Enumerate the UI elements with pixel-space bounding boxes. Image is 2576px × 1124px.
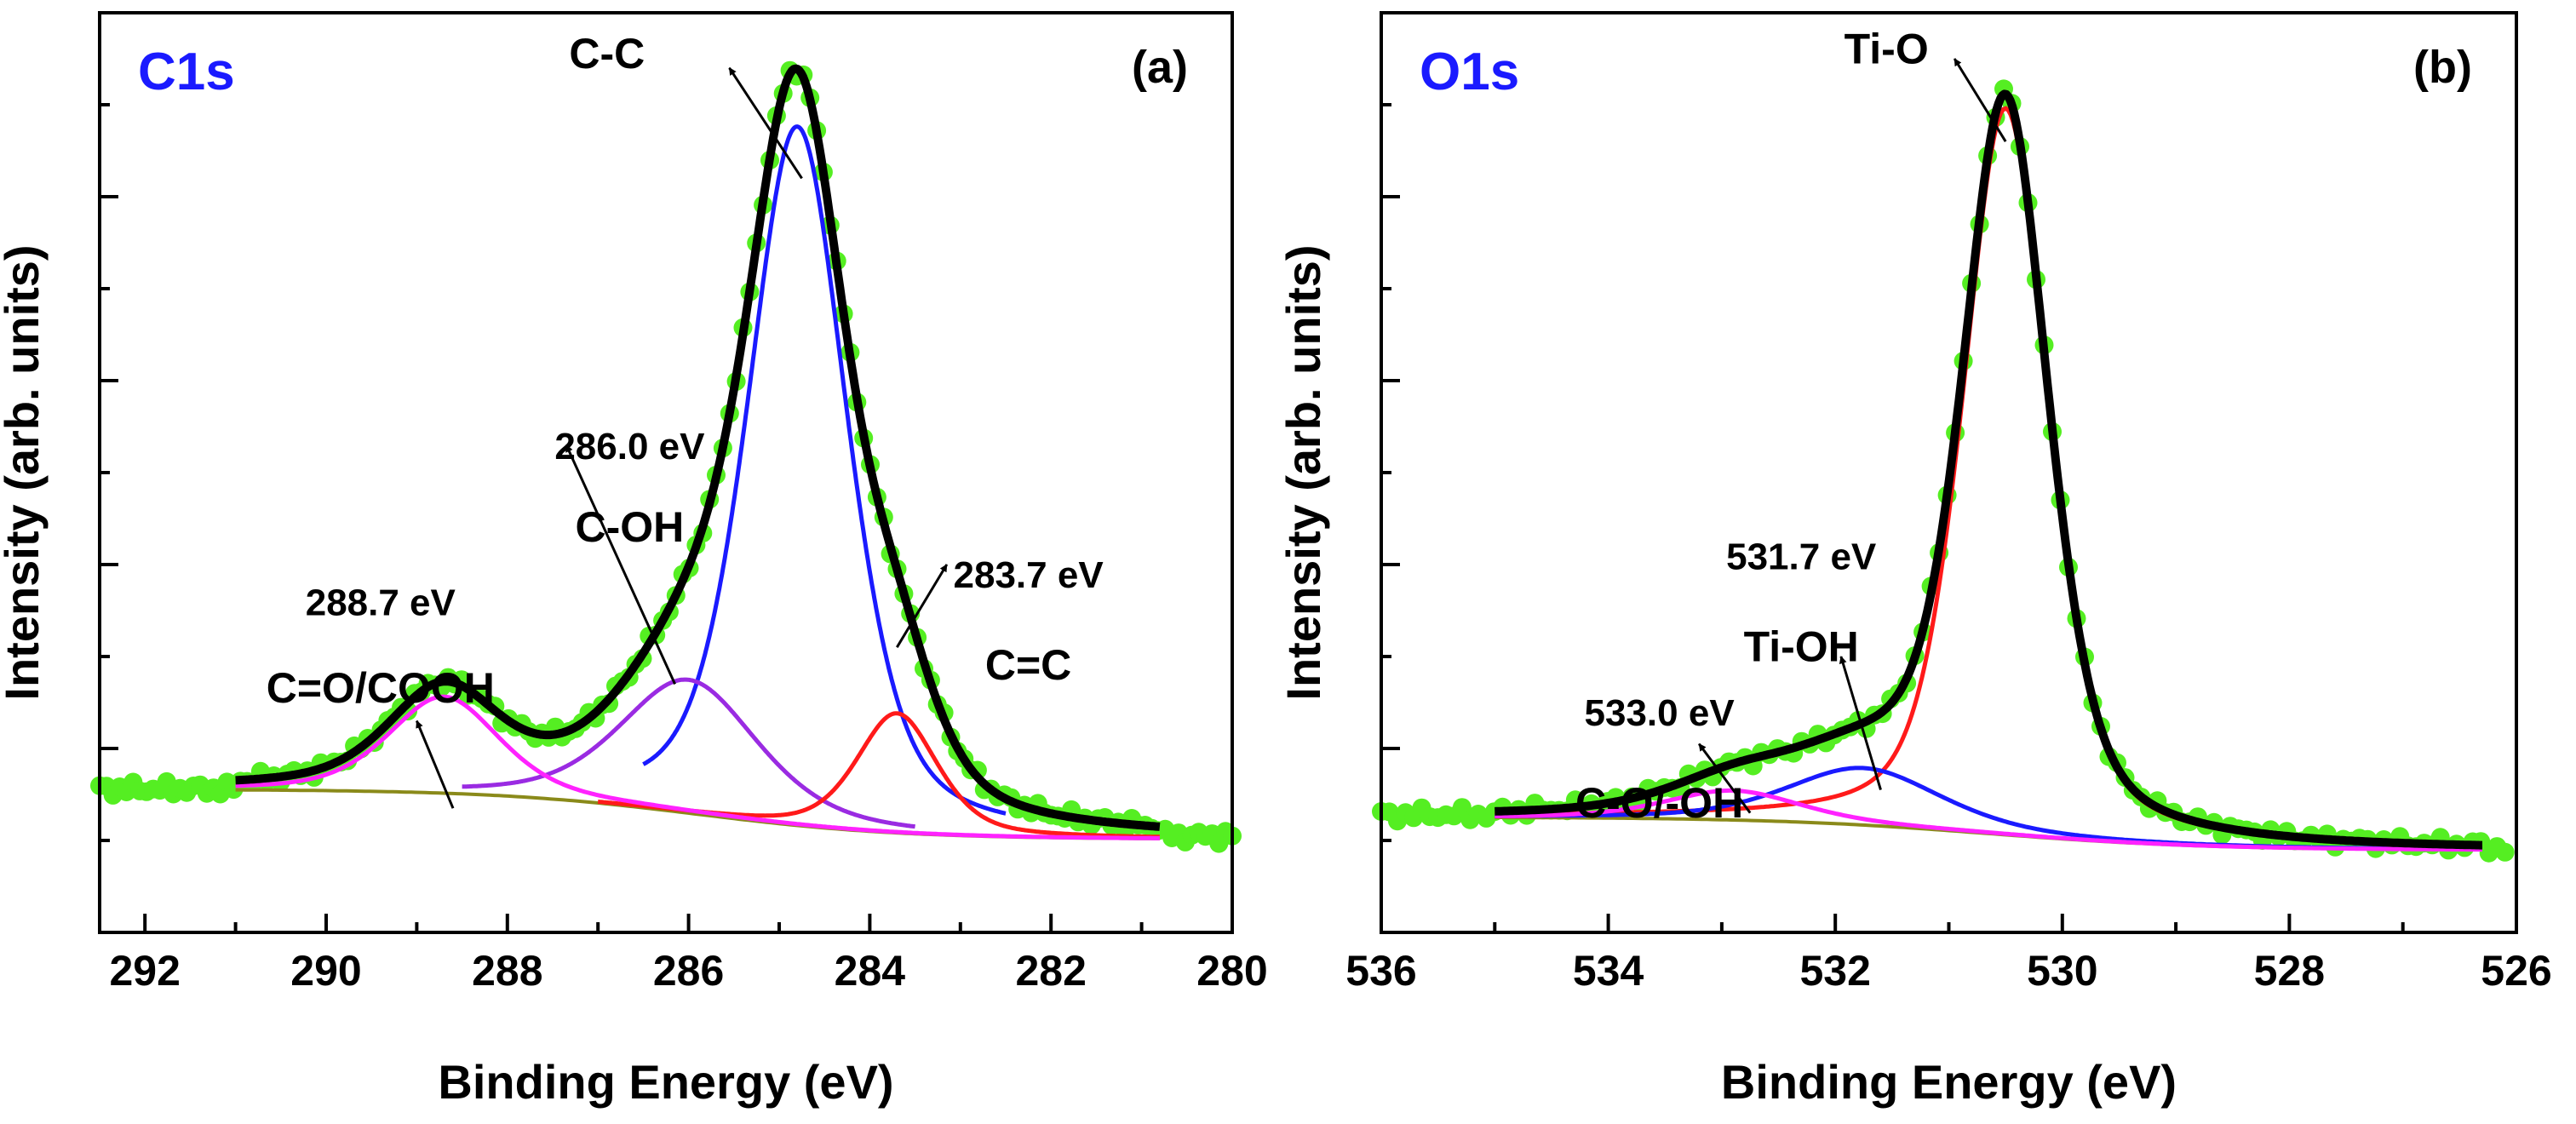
o1s-envelope-fit	[1492, 89, 2485, 850]
o1s-x-tick-label: 534	[1573, 947, 1644, 995]
o1s-annotation-energy-c-o-oh: 533.0 eV	[1585, 692, 1736, 734]
c1s-peak-c-o-cooh	[235, 694, 1160, 840]
o1s-annotation-arrow-c-o-oh	[1697, 743, 1752, 814]
c1s-x-tick-label: 288	[472, 947, 542, 995]
o1s-annotation-label-ti-o: Ti-O	[1845, 25, 1929, 72]
c1s-annotation-energy-c-o-cooh: 288.7 eV	[306, 582, 456, 623]
o1s-annotation-arrow-ti-oh	[1839, 656, 1882, 791]
panel-o1s: 536 534 532 530 528 526 O1s (b) Binding Energ…	[1277, 11, 2552, 1109]
o1s-x-axis-label: Binding Energy (eV)	[1721, 1055, 2177, 1109]
c1s-data-layer	[90, 60, 1242, 853]
panel-c1s: 292 290 288 286 284 282 280 C1s (a) Binding En…	[0, 11, 1268, 1109]
c1s-annotation-energy-c-c: 283.7 eV	[954, 554, 1104, 596]
c1s-annotation-energy-c-oh: 286.0 eV	[554, 426, 705, 467]
o1s-x-tick-label: 536	[1345, 947, 1416, 995]
o1s-title: O1s	[1420, 43, 1519, 101]
o1s-axis-ticks: 536 534 532 530 528 526	[1345, 103, 2552, 995]
o1s-panel-label: (b)	[2413, 42, 2472, 93]
o1s-y-axis-label: Intensity (arb. units)	[1277, 244, 1330, 700]
c1s-envelope-fit	[232, 64, 1162, 831]
o1s-x-tick-label: 528	[2254, 947, 2325, 995]
c1s-title: C1s	[138, 43, 235, 101]
c1s-annotation-label-c-c: C-C	[569, 30, 645, 77]
c1s-annotation-arrow-c-oh	[565, 444, 676, 685]
o1s-annotation-energy-ti-oh: 531.7 eV	[1726, 536, 1877, 577]
c1s-annotation-label-c-oh: C-OH	[576, 503, 685, 551]
c1s-peak-c-c	[642, 124, 1007, 816]
o1s-x-tick-label: 526	[2481, 947, 2551, 995]
o1s-peak-ti-o	[1495, 106, 2482, 848]
c1s-y-axis-label: Intensity (arb. units)	[0, 244, 49, 700]
o1s-experimental-points	[1372, 79, 2515, 863]
c1s-x-tick-label: 284	[835, 947, 906, 995]
c1s-x-tick-label: 280	[1196, 947, 1267, 995]
o1s-peak-c-o-oh	[1495, 788, 2482, 852]
o1s-annotation-arrow-ti-o	[1953, 58, 2007, 142]
o1s-annotation-label-c-o-oh: C-O/-OH	[1575, 779, 1743, 827]
c1s-x-tick-label: 282	[1015, 947, 1086, 995]
c1s-annotation-label-c-o-cooh: C=O/COOH	[267, 664, 495, 712]
c1s-panel-label: (a)	[1132, 42, 1188, 93]
c1s-x-tick-label: 286	[653, 947, 724, 995]
o1s-annotation-label-ti-oh: Ti-OH	[1744, 622, 1859, 670]
o1s-data-point	[2495, 842, 2515, 862]
c1s-axis-ticks: 292 290 288 286 284 282 280	[100, 103, 1268, 995]
c1s-x-axis-label: Binding Energy (eV)	[438, 1055, 893, 1109]
c1s-annotation-arrow-c-c	[896, 564, 949, 648]
c1s-annotation-label-c-c: C=C	[985, 641, 1071, 689]
c1s-plot-frame	[98, 11, 1234, 934]
c1s-x-tick-label: 290	[290, 947, 361, 995]
c1s-x-tick-label: 292	[109, 947, 180, 995]
o1s-data-layer	[1372, 79, 2515, 863]
c1s-annotation-arrow-c-o-cooh	[416, 720, 455, 809]
o1s-x-tick-label: 532	[1799, 947, 1870, 995]
c1s-annotation-arrow-c-c	[728, 66, 803, 180]
o1s-x-tick-label: 530	[2027, 947, 2097, 995]
c1s-peak-c-oh	[462, 677, 915, 829]
